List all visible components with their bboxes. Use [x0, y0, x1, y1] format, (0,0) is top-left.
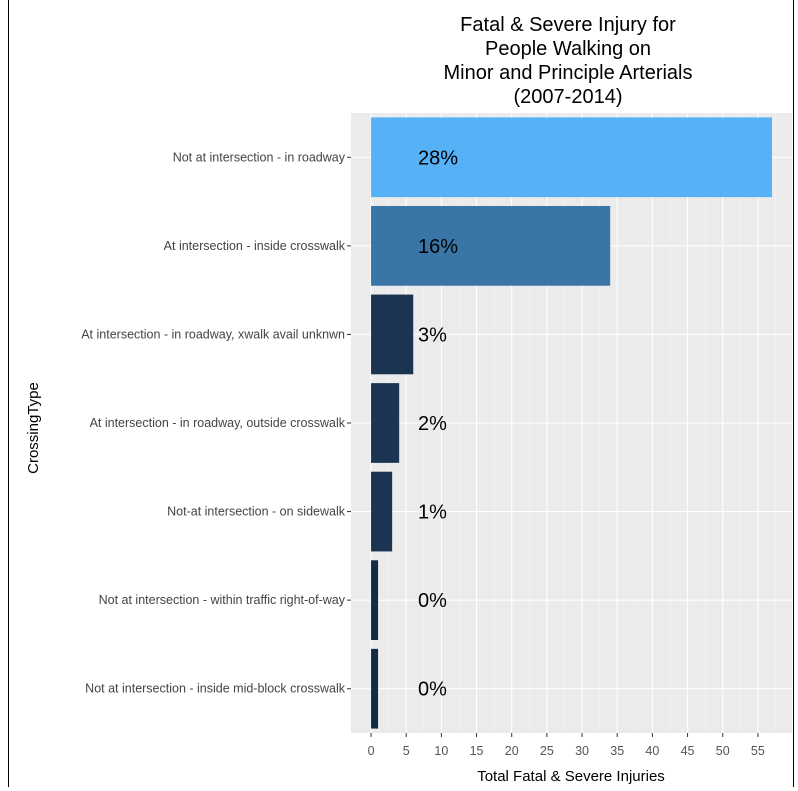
title-line-3: Minor and Principle Arterials — [444, 62, 693, 84]
x-axis-ticks: 0 5 10 15 20 25 30 35 40 45 50 55 — [368, 733, 765, 758]
title-line-2: People Walking on — [485, 38, 651, 60]
category-label: At intersection - inside crosswalk — [164, 239, 346, 253]
category-label: Not at intersection - within traffic rig… — [99, 593, 346, 607]
bar-value-label: 1% — [418, 502, 447, 524]
chart-title: Fatal & Severe Injury for People Walking… — [444, 14, 693, 108]
bar — [371, 471, 393, 552]
category-label: Not-at intersection - on sidewalk — [167, 505, 346, 519]
category-label: Not at intersection - in roadway — [173, 150, 346, 164]
bar-value-label: 0% — [418, 679, 447, 701]
x-tick-label: 0 — [368, 744, 375, 758]
title-line-1: Fatal & Severe Injury for — [460, 14, 676, 36]
x-tick-label: 30 — [575, 744, 589, 758]
title-line-4: (2007-2014) — [514, 86, 623, 108]
x-tick-label: 5 — [403, 744, 410, 758]
y-axis-title: CrossingType — [25, 382, 42, 474]
category-label: Not at intersection - inside mid-block c… — [85, 682, 346, 696]
category-label: At intersection - in roadway, outside cr… — [90, 416, 346, 430]
bar-value-label: 28% — [418, 147, 458, 169]
x-tick-label: 35 — [610, 744, 624, 758]
x-tick-label: 15 — [470, 744, 484, 758]
bar — [371, 383, 400, 463]
bar — [371, 117, 772, 198]
bar — [371, 206, 611, 286]
bar-value-label: 3% — [418, 324, 447, 346]
x-tick-label: 55 — [751, 744, 765, 758]
bar — [371, 648, 379, 729]
chart-frame — [8, 0, 794, 787]
y-axis-labels: Not at intersection - in roadway At inter… — [81, 150, 351, 696]
x-tick-label: 40 — [645, 744, 659, 758]
data-labels: 28% 16% 3% 2% 1% 0% 0% — [418, 147, 458, 700]
x-tick-label: 10 — [434, 744, 448, 758]
bar-value-label: 2% — [418, 413, 447, 435]
bar-value-label: 16% — [418, 236, 458, 258]
x-tick-label: 20 — [505, 744, 519, 758]
bar — [371, 294, 414, 375]
x-tick-label: 45 — [681, 744, 695, 758]
bars — [371, 117, 772, 729]
bar — [371, 560, 379, 640]
x-tick-label: 50 — [716, 744, 730, 758]
bar-value-label: 0% — [418, 590, 447, 612]
category-label: At intersection - in roadway, xwalk avai… — [81, 327, 345, 341]
x-tick-label: 25 — [540, 744, 554, 758]
x-axis-title: Total Fatal & Severe Injuries — [477, 768, 665, 785]
